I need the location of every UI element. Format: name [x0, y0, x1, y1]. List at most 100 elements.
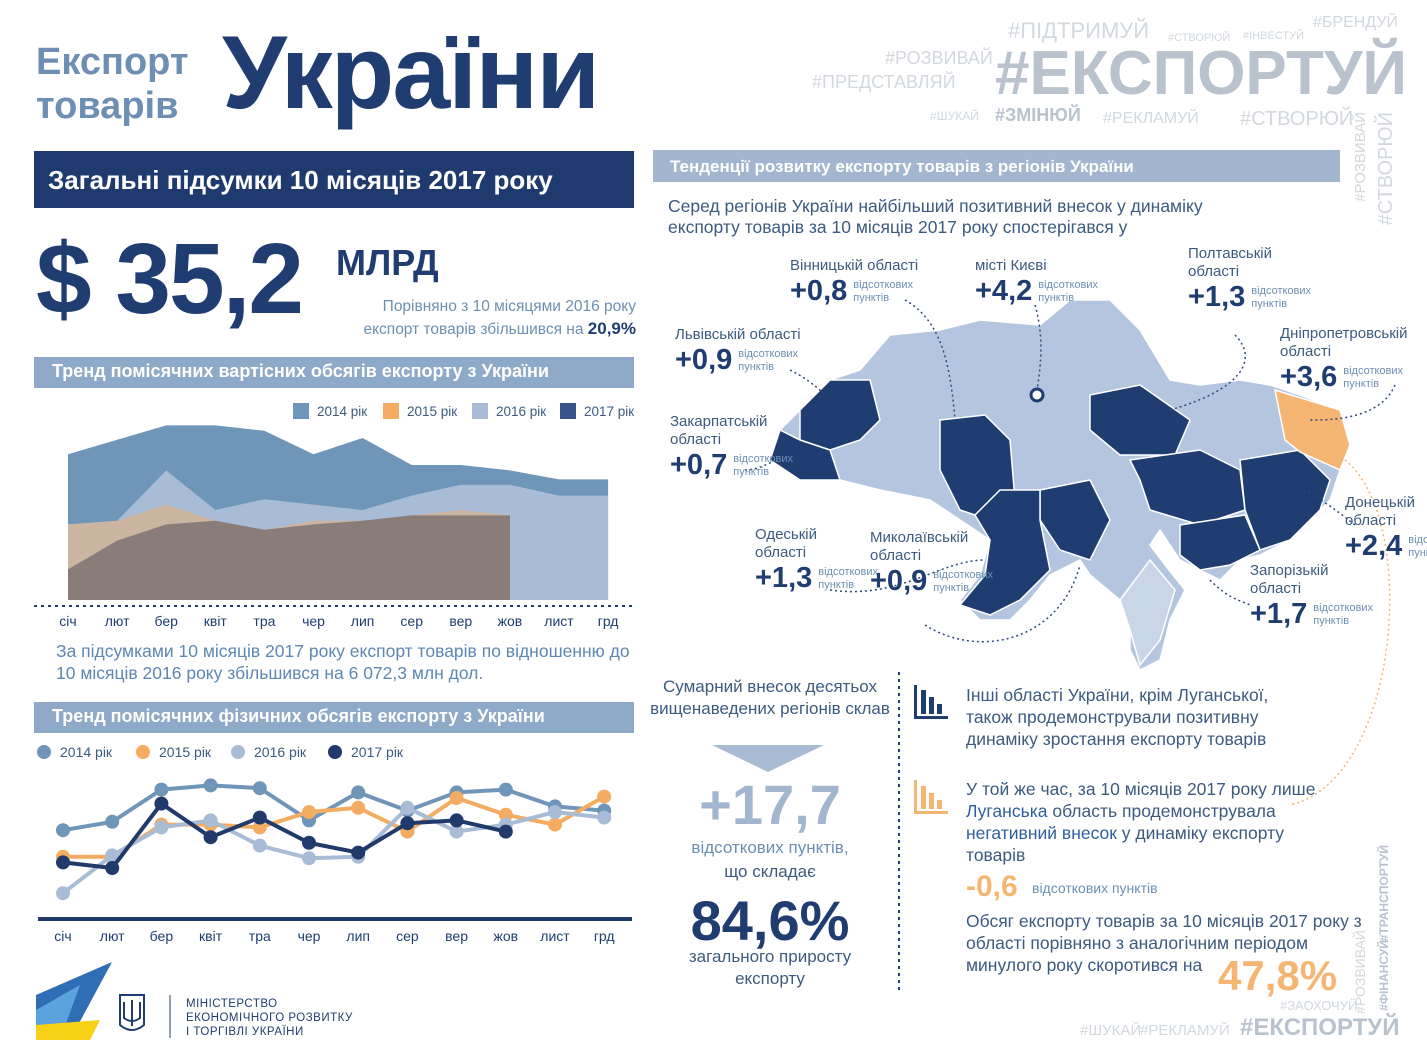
total-connector: що складає — [724, 862, 816, 881]
comparison-text: Порівняно з 10 місяцями 2016 року експор… — [363, 298, 636, 338]
region-value: +0,7 — [670, 449, 728, 481]
region-label: Дніпропетровській області +3,6 відсоткових… — [1280, 325, 1427, 394]
point — [56, 855, 70, 870]
charts: січ лют бер квіт тра чер лип сер вер жов лист грд 20… — [37, 403, 634, 944]
point — [252, 810, 267, 825]
highlighted-regions — [769, 379, 1331, 616]
legend-swatch — [472, 403, 488, 419]
point — [449, 791, 464, 805]
point — [400, 800, 415, 815]
x-tick-label: бер — [154, 613, 178, 629]
point — [449, 824, 464, 839]
region-value: +0,9 — [870, 565, 928, 597]
x-tick-label: вер — [449, 613, 472, 629]
region-unit: відсоткових пунктів — [818, 566, 879, 591]
region-label: Миколаївській області +0,9 відсоткових пун… — [870, 529, 1060, 598]
hashtag: #РОЗВИВАЙ — [1352, 112, 1369, 202]
icon-part — [921, 786, 926, 809]
region-name: Полтавській області — [1188, 245, 1272, 280]
summary-heading: Загальні підсумки 10 місяців 2017 року — [48, 165, 553, 195]
hashtag: #РОЗВИВАЙ — [885, 48, 993, 68]
arrow-down — [712, 745, 824, 772]
region-value: +0,8 — [790, 275, 848, 307]
total-share-note: загального приросту експорту — [688, 947, 852, 988]
point — [105, 814, 120, 829]
legend-label: 2017 рік — [584, 404, 634, 419]
total-intro: Сумарний внесок десятьох вищенаведених р… — [650, 677, 890, 718]
ministry-line: МІНІСТЕРСТВО — [186, 998, 278, 1010]
x-tick-label: лист — [540, 928, 570, 944]
point — [203, 778, 218, 793]
icon-bars-orange — [914, 780, 948, 814]
region-value-row: +0,9 відсоткових пунктів — [675, 344, 905, 377]
total-share: 84,6% — [690, 889, 850, 952]
point — [302, 851, 316, 866]
chart-title: Тренд помісячних фізичних обсягів експор… — [52, 706, 545, 726]
region-name: Дніпропетровській області — [1280, 325, 1408, 360]
x-tick-label: січ — [59, 613, 76, 629]
chart-title: Тренд помісячних вартісних обсягів експо… — [52, 361, 549, 381]
point — [56, 823, 70, 838]
region-name: Закарпатській області — [670, 413, 768, 448]
luhansk-text: У той же час, за 10 місяців 2017 року ли… — [966, 778, 1346, 866]
others-text: Інші області України, крім Луганської, т… — [966, 685, 1269, 749]
region-value: +0,9 — [675, 344, 733, 376]
leader — [1169, 334, 1246, 411]
icon-part — [929, 793, 934, 809]
point — [351, 845, 366, 860]
point — [56, 886, 70, 901]
leader — [1209, 579, 1251, 606]
region — [958, 489, 1051, 616]
x-tick-label: чер — [298, 928, 321, 944]
region-unit: відсоткових пунктів — [1343, 365, 1404, 390]
x-tick-label: лют — [100, 928, 125, 944]
trident — [119, 994, 145, 1031]
title-line: товарів — [36, 85, 179, 127]
region-value-row: +0,8 відсоткових пунктів — [790, 275, 1000, 308]
heading-bar — [34, 151, 634, 208]
region-unit: відсоткових пунктів — [1313, 602, 1374, 627]
region-name: Львівській області — [675, 326, 801, 343]
region-label: Полтавській області +1,3 відсоткових пункт… — [1188, 245, 1368, 314]
point — [252, 838, 267, 853]
point — [154, 782, 169, 797]
hashtag: #ШУКАЙ — [930, 109, 979, 123]
line — [61, 805, 605, 895]
value-note: За підсумками 10 місяців 2017 року експо… — [56, 641, 630, 683]
legend-swatch — [37, 745, 51, 759]
hashtag: #СТВОРЮЙ — [1375, 112, 1397, 226]
region-label: Львівській області +0,9 відсоткових пункті… — [675, 326, 905, 377]
text-highlight: негативний внесок — [966, 823, 1117, 843]
leader — [789, 369, 831, 401]
x-tick-label: грд — [594, 928, 615, 944]
x-tick-label: квіт — [204, 613, 228, 629]
region-value-row: +3,6 відсоткових пунктів — [1280, 361, 1427, 394]
region-unit: відсоткових пунктів — [1408, 534, 1427, 559]
hashtag: #РЕКЛАМУЙ — [1140, 1022, 1230, 1039]
x-tick-label: лист — [544, 613, 574, 629]
point — [548, 805, 562, 819]
area — [68, 515, 510, 600]
hashtag: #РЕКЛАМУЙ — [1103, 110, 1199, 127]
x-tick-label: січ — [54, 928, 71, 944]
growth: 20,9% — [587, 319, 636, 338]
x-tick-label: жов — [494, 928, 519, 944]
region-name: Запорізькій області — [1250, 562, 1329, 597]
leader — [1309, 384, 1396, 421]
hashtag: #СТВОРЮЙ — [1168, 32, 1231, 44]
region-value: +3,6 — [1280, 361, 1338, 393]
legend-swatch — [383, 403, 399, 419]
ministry: МІНІСТЕРСТВО ЕКОНОМІЧНОГО РОЗВИТКУ І ТОР… — [186, 997, 353, 1039]
heading-bar — [653, 150, 1340, 182]
hashtag: #ЗМІНЮЙ — [995, 105, 1081, 125]
icon-part — [937, 800, 942, 809]
ministry-line: ЕКОНОМІЧНОГО РОЗВИТКУ — [186, 1012, 353, 1024]
point — [498, 824, 513, 839]
hashtag: #ФІНАНСУЙ — [1377, 940, 1391, 1011]
point — [498, 782, 513, 797]
logo — [36, 962, 171, 1040]
point — [449, 813, 464, 828]
point — [203, 813, 218, 828]
region-name: Одеській області — [755, 526, 818, 561]
